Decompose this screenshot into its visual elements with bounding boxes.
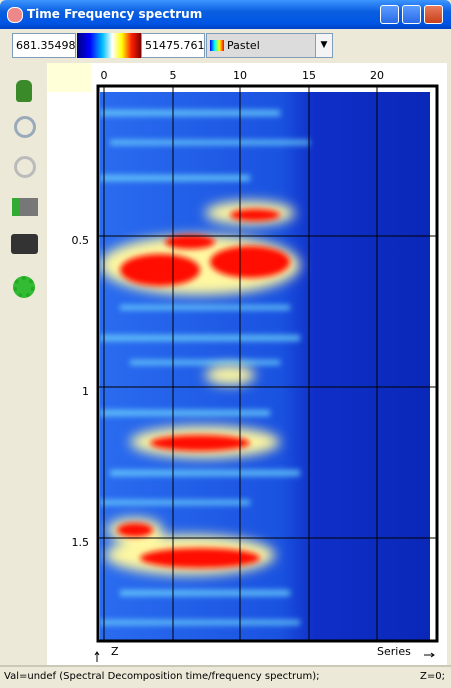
x-tick-label: 15: [302, 69, 316, 82]
maximize-button[interactable]: [402, 5, 421, 24]
status-message: Val=undef (Spectral Decomposition time/f…: [4, 671, 320, 682]
palette-combo[interactable]: Pastel ▼: [206, 33, 333, 58]
side-toolbar: [4, 64, 45, 664]
x-tick-label: 0: [101, 69, 108, 82]
series-arrow: [424, 652, 435, 658]
corner-box: [47, 63, 92, 92]
x-tick-label: 20: [370, 69, 384, 82]
plot-frame: [96, 84, 439, 643]
palette-name: Pastel: [227, 39, 260, 52]
pan-tool[interactable]: [16, 80, 32, 102]
palette-icon: [210, 40, 224, 51]
color-bar: [77, 33, 141, 58]
close-button[interactable]: [424, 5, 443, 24]
x-tick-label: 5: [170, 69, 177, 82]
export-tool[interactable]: [12, 198, 38, 216]
heatmap: [100, 92, 430, 640]
x-tick-label: 10: [233, 69, 247, 82]
snapshot-tool[interactable]: [11, 234, 38, 254]
series-axis-label: Series: [377, 645, 411, 658]
min-value-field[interactable]: 681.35498: [12, 33, 76, 58]
y-tick-label: 0.5: [72, 234, 90, 247]
y-tick-label: 1: [82, 385, 89, 398]
combo-arrow[interactable]: ▼: [315, 34, 332, 57]
grid: [97, 85, 438, 642]
zoom-out-tool[interactable]: [14, 156, 36, 178]
window-title: Time Frequency spectrum: [27, 7, 203, 21]
zoom-in-tool[interactable]: [14, 116, 36, 138]
max-value-field[interactable]: 51475.761: [141, 33, 205, 58]
z-arrow: [94, 651, 100, 662]
z-axis-label: Z: [111, 645, 119, 658]
y-tick-label: 1.5: [72, 536, 90, 549]
title-bar: Time Frequency spectrum: [0, 0, 451, 29]
status-z: Z=0;: [420, 671, 445, 682]
settings-tool[interactable]: [13, 276, 35, 298]
app-icon: [7, 7, 23, 23]
minimize-button[interactable]: [380, 5, 399, 24]
